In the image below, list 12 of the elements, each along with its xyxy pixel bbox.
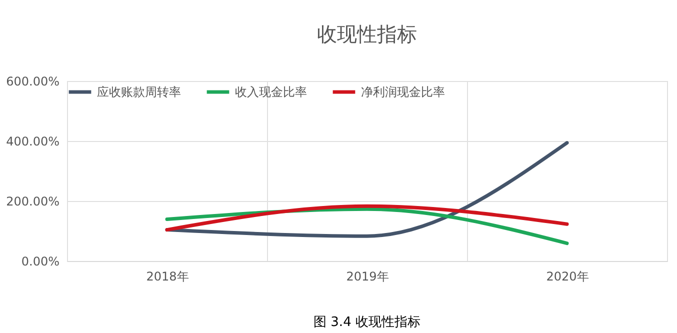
x-tick-label: 2019年	[346, 270, 389, 284]
y-tick-label: 400.00%	[6, 134, 60, 148]
legend-label: 收入现金比率	[235, 85, 307, 99]
y-tick-label: 200.00%	[6, 194, 60, 208]
x-tick-label: 2018年	[146, 270, 189, 284]
legend-label: 净利润现金比率	[361, 85, 445, 99]
y-tick-label: 600.00%	[6, 74, 60, 88]
x-tick-label: 2020年	[546, 270, 589, 284]
chart-title: 收现性指标	[317, 22, 417, 46]
legend-label: 应收账款周转率	[97, 85, 181, 99]
y-tick-label: 0.00%	[21, 254, 60, 268]
caption: 图 3.4 收现性指标	[314, 315, 420, 330]
